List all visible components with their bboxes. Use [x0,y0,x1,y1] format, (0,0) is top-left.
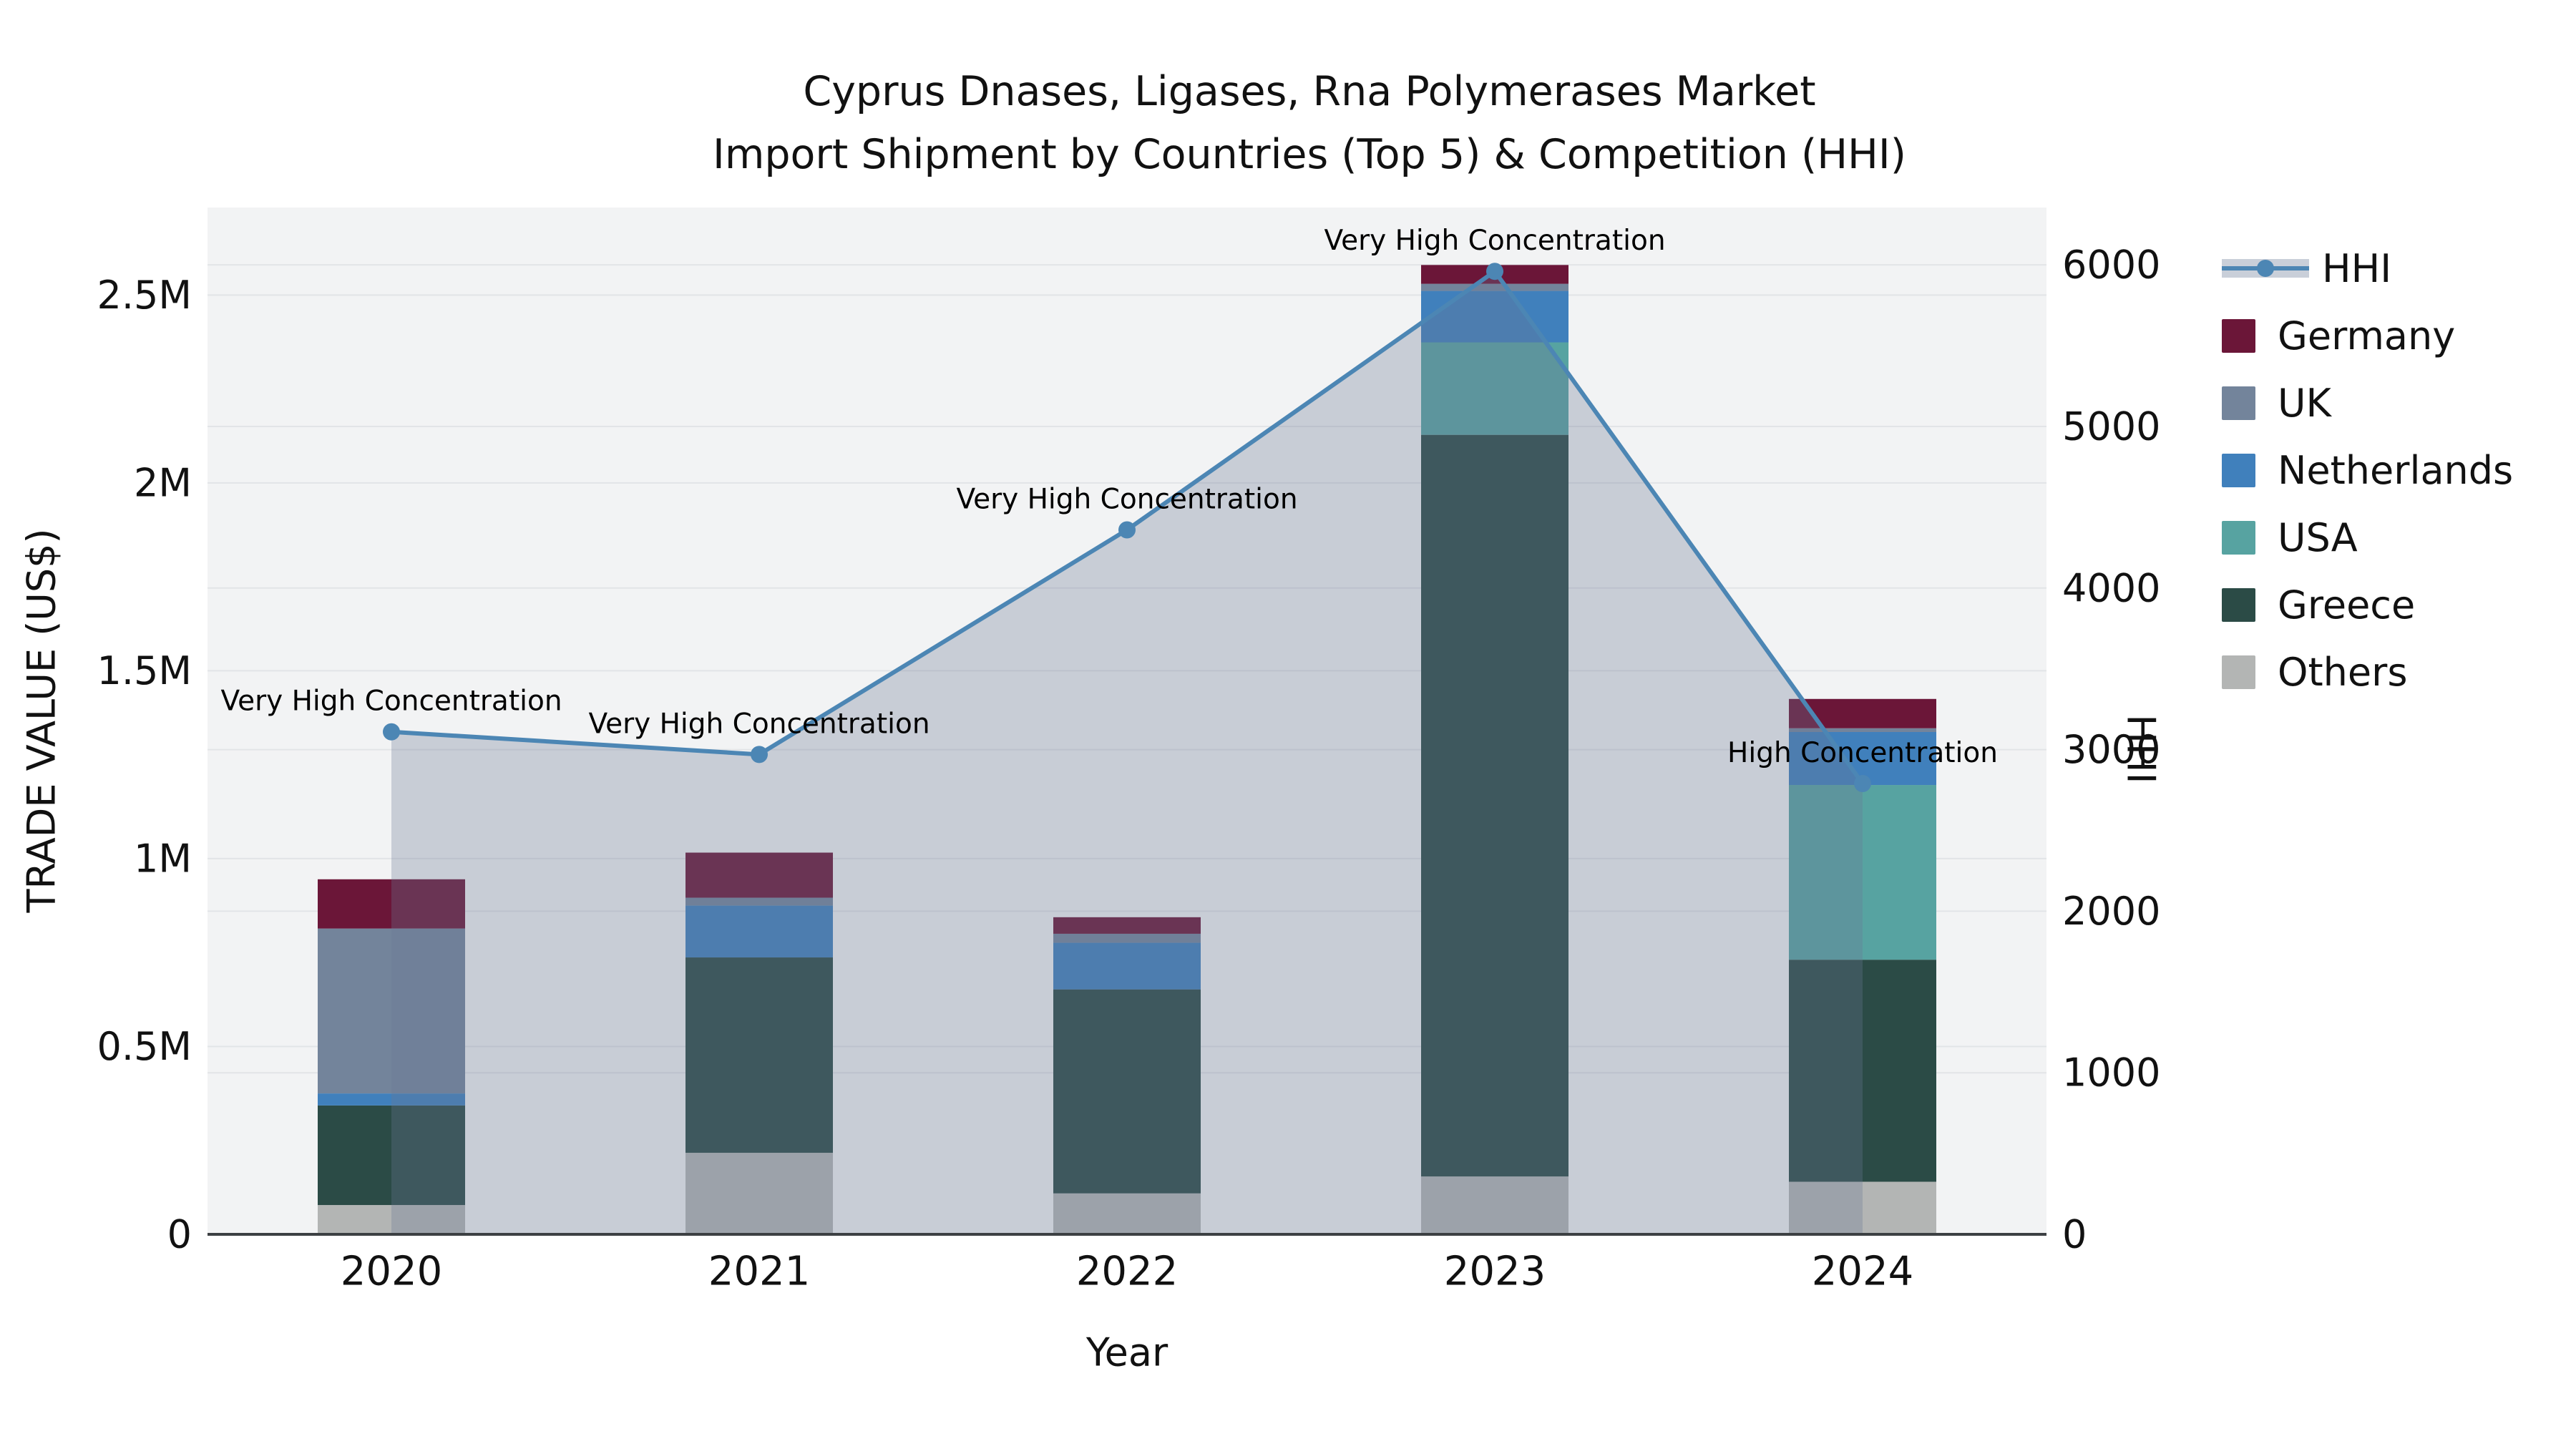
y-left-tick-2M: 2M [134,460,192,505]
hhi-marker-2022 [1118,521,1136,539]
legend-label-greece: Greece [2278,582,2416,628]
hhi-marker-2020 [383,723,400,741]
legend-swatch-usa [2222,520,2255,555]
y-left-tick-2.5M: 2.5M [97,273,192,318]
bar-segment-greece-2021 [686,957,833,1153]
x-tick-2023: 2023 [1444,1249,1546,1295]
bar-segment-uk-2022 [1053,933,1201,943]
bar-segment-greece-2024 [1789,960,1936,1182]
x-tick-2021: 2021 [708,1249,811,1295]
bar-segment-others-2020 [318,1205,465,1234]
legend-label-others: Others [2278,649,2408,695]
bar-segment-greece-2022 [1053,989,1201,1194]
y-right-tick-4000: 4000 [2062,565,2160,610]
bar-segment-netherlands-2022 [1053,942,1201,990]
legend-swatch-greece [2222,587,2255,622]
x-tick-2024: 2024 [1812,1249,1914,1295]
annotation-2020: Very High Concentration [220,686,562,718]
hhi-area-fill [391,271,1863,1234]
bar-segment-germany-2021 [686,852,833,898]
bar-segment-greece-2023 [1421,434,1568,1177]
legend-label-usa: USA [2278,514,2358,560]
bar-segment-uk-2024 [1789,728,1936,732]
legend-swatch-netherlands [2222,453,2255,487]
legend-item-greece: Greece [2222,571,2513,638]
bar-segment-usa-2024 [1789,785,1936,960]
annotation-2023: Very High Concentration [1324,225,1665,257]
bar-segment-uk-2020 [318,928,465,1094]
legend-item-uk: UK [2222,369,2513,436]
bar-segment-others-2022 [1053,1193,1201,1234]
bar-segment-uk-2023 [1421,283,1568,291]
chart-title-line1: Cyprus Dnases, Ligases, Rna Polymerases … [803,68,1816,115]
x-axis-title: Year [1085,1330,1169,1375]
y-left-tick-1.5M: 1.5M [97,648,192,693]
bar-segment-germany-2020 [318,879,465,929]
chart-title: Cyprus Dnases, Ligases, Rna Polymerases … [713,60,1906,186]
legend-label-netherlands: Netherlands [2278,447,2514,493]
annotation-2024: High Concentration [1727,737,1998,769]
bar-segment-others-2021 [686,1153,833,1234]
chart-title-line2: Import Shipment by Countries (Top 5) & C… [713,131,1906,178]
y-left-tick-0.5M: 0.5M [97,1024,192,1069]
legend-item-netherlands: Netherlands [2222,436,2513,504]
legend-item-others: Others [2222,638,2513,706]
y-left-axis-title: TRADE VALUE (US$) [19,528,64,913]
y-right-axis-title: HHI [2118,714,2164,784]
legend-swatch-uk [2222,386,2255,420]
legend-item-usa: USA [2222,504,2513,571]
hhi-marker-2021 [751,746,768,763]
legend-swatch-germany [2222,318,2255,353]
y-right-tick-0: 0 [2062,1212,2087,1257]
annotation-2021: Very High Concentration [588,708,930,740]
bar-segment-netherlands-2021 [686,905,833,958]
y-right-tick-1000: 1000 [2062,1050,2160,1096]
bar-segment-germany-2022 [1053,917,1201,934]
bar-segment-uk-2021 [686,897,833,906]
hhi-marker-2024 [1854,775,1871,792]
annotation-2022: Very High Concentration [956,483,1297,515]
bar-segment-netherlands-2020 [318,1093,465,1106]
bar-segment-netherlands-2023 [1421,291,1568,343]
bar-segment-others-2024 [1789,1181,1936,1234]
legend-label-uk: UK [2278,380,2331,426]
x-tick-2020: 2020 [341,1249,443,1295]
legend-label-hhi: HHI [2322,245,2392,291]
x-tick-2022: 2022 [1076,1249,1179,1295]
y-left-tick-1M: 1M [134,836,192,881]
bar-segment-greece-2020 [318,1105,465,1206]
bar-segment-usa-2023 [1421,342,1568,435]
hhi-marker-2023 [1486,263,1503,280]
y-right-tick-5000: 5000 [2062,404,2160,449]
legend-item-hhi: HHI [2222,235,2513,302]
y-right-tick-3000: 3000 [2062,727,2160,772]
y-left-tick-0: 0 [167,1212,192,1257]
y-right-tick-6000: 6000 [2062,243,2160,288]
legend: HHI Germany UK Netherlands USA Greece Others [2222,235,2513,706]
y-right-tick-2000: 2000 [2062,889,2160,934]
hhi-line-legend-glyph [2222,251,2309,286]
legend-swatch-others [2222,655,2255,689]
legend-label-germany: Germany [2278,313,2456,358]
legend-item-germany: Germany [2222,302,2513,369]
bar-segment-others-2023 [1421,1176,1568,1234]
